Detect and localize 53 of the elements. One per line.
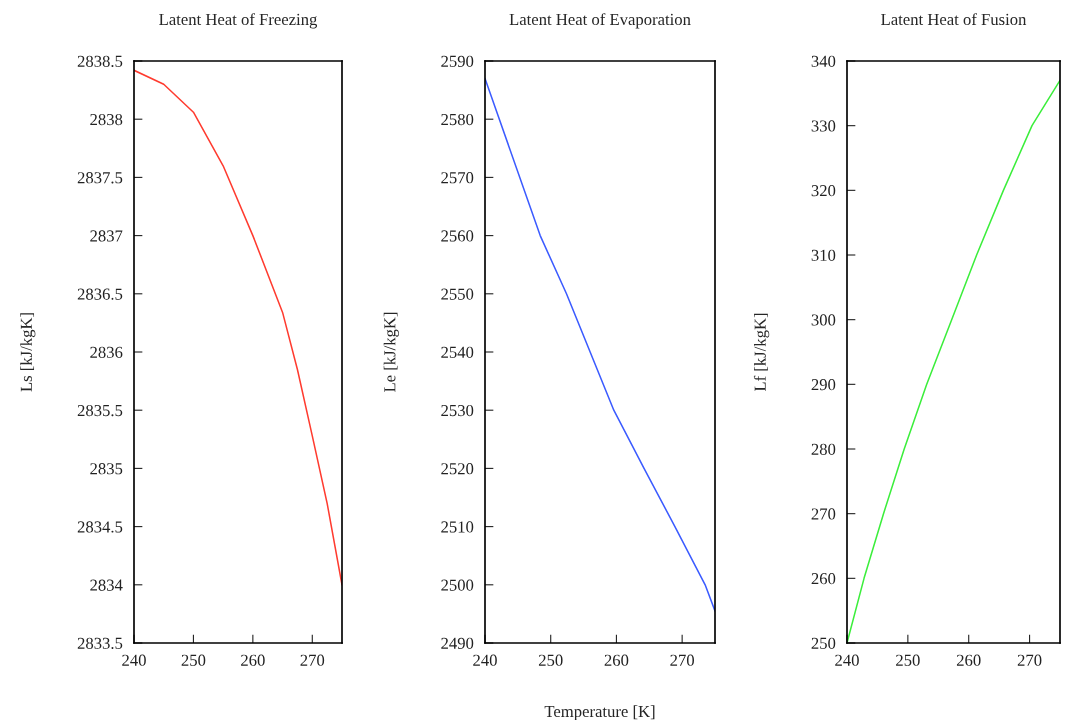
y-tick-label: 310 — [811, 249, 836, 261]
x-tick-label: 270 — [300, 654, 325, 666]
y-tick-label: 2835 — [90, 463, 123, 475]
y-tick-label: 320 — [811, 185, 836, 197]
y-tick-label: 2560 — [441, 230, 474, 242]
y-tick-label: 2500 — [441, 579, 474, 591]
x-tick-label: 260 — [956, 654, 981, 666]
y-tick-label: 280 — [811, 443, 836, 455]
y-axis-title: Le [kJ/kgK] — [383, 312, 399, 393]
x-tick-label: 250 — [538, 654, 563, 666]
y-tick-label: 2838.5 — [77, 55, 123, 68]
x-tick-label: 260 — [604, 654, 629, 666]
y-tick-label: 290 — [811, 379, 836, 391]
x-tick-label: 270 — [670, 654, 695, 666]
x-tick-label: 240 — [473, 654, 497, 666]
x-tick-label: 260 — [241, 654, 265, 666]
y-axis-title: Lf [kJ/kgK] — [753, 313, 770, 392]
y-tick-label: 2490 — [441, 637, 474, 649]
y-tick-label: 2530 — [441, 404, 474, 417]
y-tick-label: 2550 — [441, 288, 474, 300]
y-tick-label: 330 — [811, 120, 836, 132]
x-tick-label: 240 — [835, 654, 859, 666]
y-tick-label: 300 — [811, 314, 836, 326]
y-tick-label: 2540 — [441, 346, 474, 358]
y-tick-label: 2580 — [441, 113, 474, 126]
y-axis-title: Ls [kJ/kgK] — [20, 313, 36, 392]
line-series — [847, 79, 1060, 643]
y-tick-label: 2590 — [441, 55, 474, 67]
line-series — [485, 77, 715, 612]
x-tick-label: 250 — [896, 654, 920, 666]
y-tick-label: 260 — [811, 573, 836, 585]
y-tick-label: 2837 — [90, 230, 123, 242]
y-tick-label: 2834.5 — [77, 521, 123, 533]
chart-title: Latent Heat of Fusion — [881, 13, 1027, 26]
y-tick-label: 2838 — [90, 113, 123, 126]
y-tick-label: 270 — [811, 508, 836, 520]
y-tick-label: 2510 — [441, 521, 474, 533]
x-tick-label: 270 — [1017, 654, 1042, 666]
y-tick-label: 2520 — [441, 463, 474, 475]
x-axis-title: Temperature [K] — [544, 705, 655, 720]
y-tick-label: 340 — [811, 55, 836, 67]
y-tick-label: 2834 — [90, 579, 123, 591]
y-tick-label: 2836 — [90, 346, 123, 358]
chart-title: Latent Heat of Freezing — [159, 13, 318, 29]
y-tick-label: 2836.5 — [77, 288, 123, 300]
y-tick-label: 2570 — [441, 172, 474, 184]
y-tick-label: 2837.5 — [77, 172, 123, 184]
y-tick-label: 250 — [811, 637, 836, 649]
y-tick-label: 2835.5 — [77, 404, 123, 417]
y-tick-label: 2833.5 — [77, 637, 123, 650]
x-tick-label: 250 — [181, 654, 206, 666]
chart-title: Latent Heat of Evaporation — [509, 13, 691, 29]
x-tick-label: 240 — [122, 654, 146, 666]
